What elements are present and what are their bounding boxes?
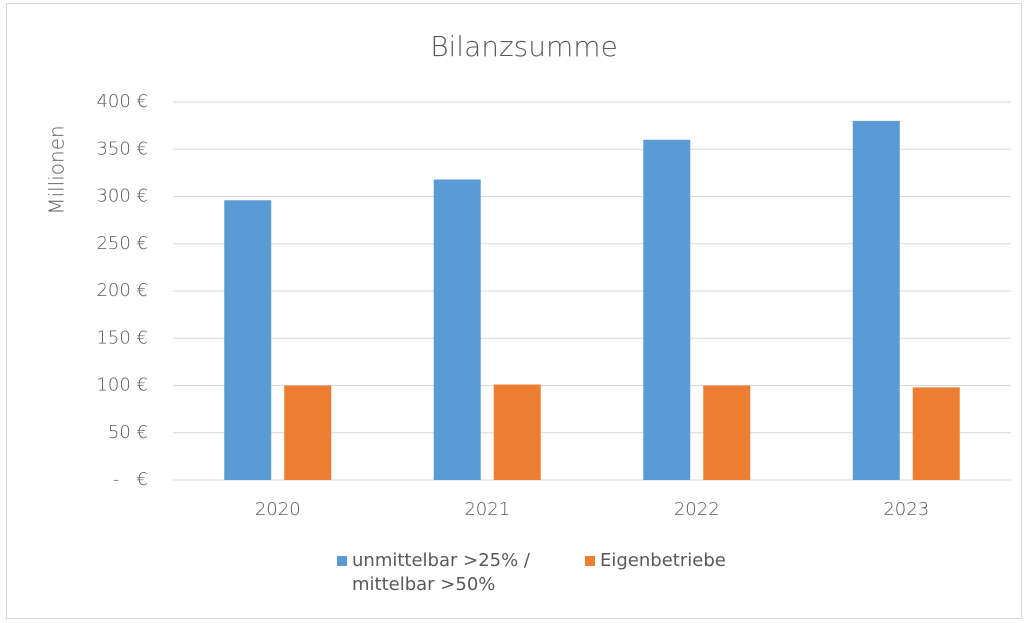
bar [852,120,900,481]
bar [493,384,541,480]
legend-swatch [585,556,595,566]
y-tick-label: 150 € [96,327,148,348]
y-tick-label: - € [113,469,148,490]
y-axis-title: Millionen [45,125,69,214]
bar [643,139,691,481]
y-tick-label: 200 € [96,280,148,301]
y-tick-label: 100 € [96,375,148,396]
y-tick-label: 250 € [96,233,148,254]
x-tick-label: 2021 [464,499,510,520]
bar [433,179,481,481]
legend-label: unmittelbar >25% / mittelbar >50% [352,550,530,595]
legend-item: unmittelbar >25% / mittelbar >50% [337,549,577,597]
legend-label: Eigenbetriebe [600,550,726,571]
bar [703,385,751,480]
y-tick-label: 300 € [96,186,148,207]
legend-item: Eigenbetriebe [585,549,726,597]
chart-frame [6,3,1022,619]
y-tick-label: 400 € [96,91,148,112]
x-tick-label: 2023 [883,499,929,520]
y-tick-label: 50 € [108,422,148,443]
bar [224,200,272,480]
bar [912,387,960,480]
chart-title: Bilanzsumme [430,30,618,63]
legend-swatch [337,556,347,566]
bar [284,385,332,480]
x-tick-label: 2022 [674,499,720,520]
y-tick-label: 350 € [96,138,148,159]
legend: unmittelbar >25% / mittelbar >50% Eigenbe… [337,549,726,597]
x-tick-label: 2020 [255,499,301,520]
